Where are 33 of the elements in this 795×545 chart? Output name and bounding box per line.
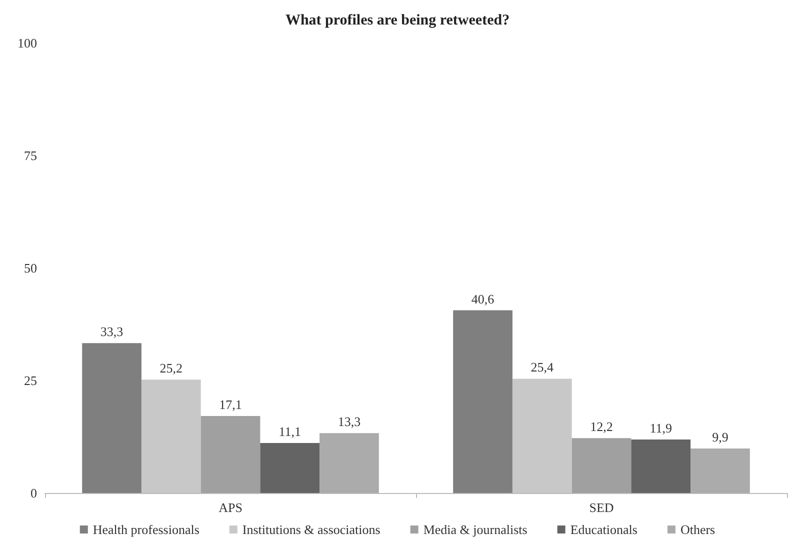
legend-label: Others [680,522,716,537]
x-tick-label: APS [218,500,242,515]
bar [512,378,572,493]
data-label: 25,2 [160,360,183,376]
data-label: 25,4 [530,360,554,375]
data-label: 9,9 [712,429,728,444]
bar [260,443,320,493]
bar [320,433,379,493]
y-tick-label: 50 [24,260,37,276]
y-tick-label: 0 [30,486,37,500]
bar [200,416,260,493]
x-tick-label: SED [589,500,614,515]
y-tick-label: 75 [24,148,37,163]
data-label: 17,1 [219,397,242,412]
legend-label: Media & journalists [423,522,528,537]
y-tick-label: 25 [24,373,37,388]
legend-label: Institutions & associations [242,522,380,537]
data-label: 13,3 [338,414,361,430]
legend-label: Educationals [570,522,638,537]
data-label: 40,6 [471,291,495,306]
bar [690,448,750,493]
y-tick-label: 100 [18,36,37,50]
chart-title: What profiles are being retweeted? [285,12,510,28]
data-label: 11,1 [278,424,301,440]
legend-label: Health professionals [92,522,200,537]
bar [82,343,142,493]
data-label: 12,2 [590,419,613,434]
bar [631,439,691,493]
data-label: 33,3 [100,324,124,340]
bar [141,380,201,493]
bar [453,310,512,493]
bar [572,438,632,493]
data-label: 11,9 [650,420,672,436]
